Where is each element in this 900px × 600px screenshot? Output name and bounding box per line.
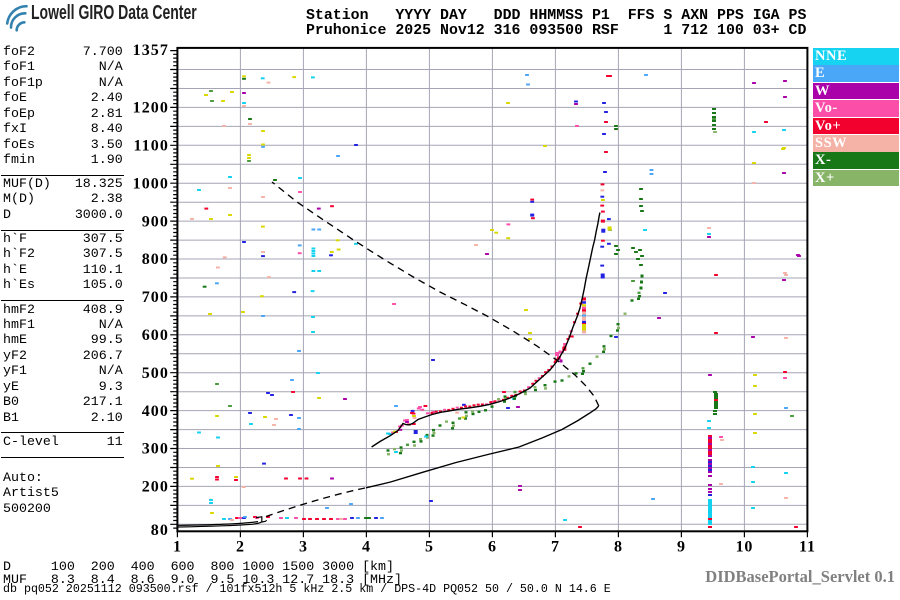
svg-text:1357: 1357 — [133, 42, 169, 59]
svg-text:80: 80 — [151, 522, 169, 539]
svg-text:800: 800 — [142, 251, 169, 268]
svg-text:2: 2 — [236, 539, 245, 556]
svg-text:11: 11 — [799, 539, 816, 556]
svg-text:6: 6 — [488, 539, 497, 556]
svg-text:5: 5 — [425, 539, 434, 556]
svg-text:1100: 1100 — [133, 138, 169, 155]
svg-text:300: 300 — [142, 441, 169, 458]
svg-text:9: 9 — [677, 539, 686, 556]
svg-text:200: 200 — [142, 479, 169, 496]
svg-text:700: 700 — [142, 289, 169, 306]
svg-text:400: 400 — [142, 403, 169, 420]
svg-text:1: 1 — [173, 539, 182, 556]
svg-text:600: 600 — [142, 327, 169, 344]
svg-text:8: 8 — [614, 539, 623, 556]
svg-text:3: 3 — [299, 539, 308, 556]
svg-text:1000: 1000 — [133, 175, 169, 192]
svg-text:1200: 1200 — [133, 100, 169, 117]
svg-text:900: 900 — [142, 213, 169, 230]
svg-text:500: 500 — [142, 365, 169, 382]
svg-text:7: 7 — [551, 539, 560, 556]
svg-text:10: 10 — [736, 539, 754, 556]
svg-text:4: 4 — [362, 539, 371, 556]
